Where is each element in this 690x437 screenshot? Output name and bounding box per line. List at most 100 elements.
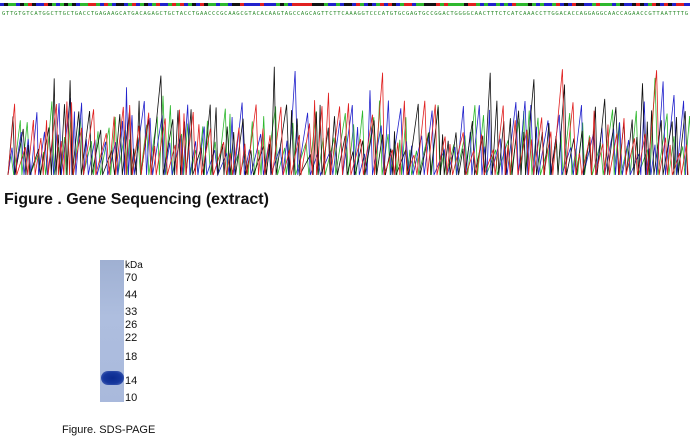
quality-bar-segment	[640, 3, 644, 6]
quality-bar-segment	[400, 3, 404, 6]
quality-bar-segment	[196, 3, 200, 6]
quality-bar-segment	[108, 3, 112, 6]
quality-bar-segment	[528, 3, 532, 6]
quality-bar-segment	[68, 3, 72, 6]
marker-label: 22	[125, 332, 138, 344]
quality-bar-segment	[72, 3, 76, 6]
quality-bar-segment	[388, 3, 392, 6]
quality-bar-segment	[656, 3, 660, 6]
trace-channel	[7, 77, 690, 176]
quality-bar-segment	[304, 3, 308, 6]
trace-channel	[7, 66, 688, 177]
quality-bar-segment	[100, 3, 104, 6]
quality-bar-segment	[476, 3, 480, 6]
quality-bar-segment	[124, 3, 128, 6]
quality-bar-segment	[512, 3, 516, 6]
quality-bar-segment	[332, 3, 336, 6]
chromatogram: GTTGTGTCATGGCTTGCTGACCTGAGAAGCATGACAGAGC…	[0, 0, 690, 180]
quality-bar-segment	[172, 3, 176, 6]
quality-bar-segment	[548, 3, 552, 6]
quality-bar-segment	[156, 3, 160, 6]
quality-bar-segment	[276, 3, 280, 6]
quality-bar-segment	[248, 3, 252, 6]
quality-bar-segment	[612, 3, 616, 6]
quality-bar-segment	[180, 3, 184, 6]
quality-bar-segment	[200, 3, 204, 6]
quality-bar-segment	[608, 3, 612, 6]
quality-bar-segment	[532, 3, 536, 6]
quality-bar-segment	[536, 3, 540, 6]
quality-bar-segment	[84, 3, 88, 6]
sds-page-gel: kDa 70 44 33 26 22 18 14 10	[95, 258, 205, 408]
quality-bar-segment	[480, 3, 484, 6]
quality-bar-segment	[52, 3, 56, 6]
quality-bar-segment	[484, 3, 488, 6]
quality-bar-segment	[672, 3, 676, 6]
quality-bar-segment	[396, 3, 400, 6]
quality-bar-segment	[460, 3, 464, 6]
quality-bar-segment	[644, 3, 648, 6]
quality-bar-segment	[64, 3, 68, 6]
quality-bar-segment	[240, 3, 244, 6]
quality-bar-segment	[496, 3, 500, 6]
quality-bar-segment	[120, 3, 124, 6]
quality-bar-segment	[684, 3, 688, 6]
quality-bar-segment	[140, 3, 144, 6]
quality-bar-segment	[552, 3, 556, 6]
quality-bar-segment	[380, 3, 384, 6]
quality-bar-segment	[636, 3, 640, 6]
quality-bar-segment	[188, 3, 192, 6]
sequencing-figure-title: Figure . Gene Sequencing (extract)	[4, 191, 269, 208]
quality-bar-segment	[220, 3, 224, 6]
quality-bar-segment	[488, 3, 492, 6]
quality-bar-segment	[580, 3, 584, 6]
quality-bar-segment	[544, 3, 548, 6]
quality-bar-segment	[464, 3, 468, 6]
quality-bar-segment	[208, 3, 212, 6]
quality-bar-segment	[452, 3, 456, 6]
quality-bar-segment	[8, 3, 12, 6]
quality-bar-segment	[312, 3, 316, 6]
quality-bar-segment	[664, 3, 668, 6]
quality-bar-segment	[256, 3, 260, 6]
quality-bar-segment	[292, 3, 296, 6]
quality-bar-segment	[584, 3, 588, 6]
quality-bar-segment	[356, 3, 360, 6]
quality-bar-segment	[524, 3, 528, 6]
quality-bar-segment	[564, 3, 568, 6]
quality-bar-segment	[280, 3, 284, 6]
quality-bar-segment	[576, 3, 580, 6]
marker-label: 26	[125, 319, 138, 331]
quality-bar-segment	[112, 3, 116, 6]
quality-bar-segment	[144, 3, 148, 6]
quality-bar-segment	[416, 3, 420, 6]
quality-bar-segment	[4, 3, 8, 6]
quality-bar-segment	[540, 3, 544, 6]
quality-bar-segment	[364, 3, 368, 6]
marker-label: 18	[125, 351, 138, 363]
quality-bar-segment	[28, 3, 32, 6]
quality-bar-segment	[404, 3, 408, 6]
protein-band	[101, 371, 124, 385]
quality-bar-segment	[204, 3, 208, 6]
quality-bar-segment	[668, 3, 672, 6]
quality-bar-segment	[40, 3, 44, 6]
quality-bar-segment	[44, 3, 48, 6]
quality-bar-segment	[384, 3, 388, 6]
quality-bar-segment	[328, 3, 332, 6]
marker-label: 70	[125, 272, 138, 284]
quality-bar-segment	[236, 3, 240, 6]
quality-bar-segment	[12, 3, 16, 6]
quality-bar-segment	[16, 3, 20, 6]
quality-bar-segment	[556, 3, 560, 6]
quality-bar-segment	[284, 3, 288, 6]
quality-bar-segment	[408, 3, 412, 6]
quality-bar-segment	[264, 3, 268, 6]
quality-bar-segment	[340, 3, 344, 6]
quality-bar-segment	[0, 3, 4, 6]
quality-bar-segment	[32, 3, 36, 6]
quality-bar-segment	[492, 3, 496, 6]
quality-bar-segment	[352, 3, 356, 6]
quality-bar-segment	[152, 3, 156, 6]
quality-bar-segment	[288, 3, 292, 6]
